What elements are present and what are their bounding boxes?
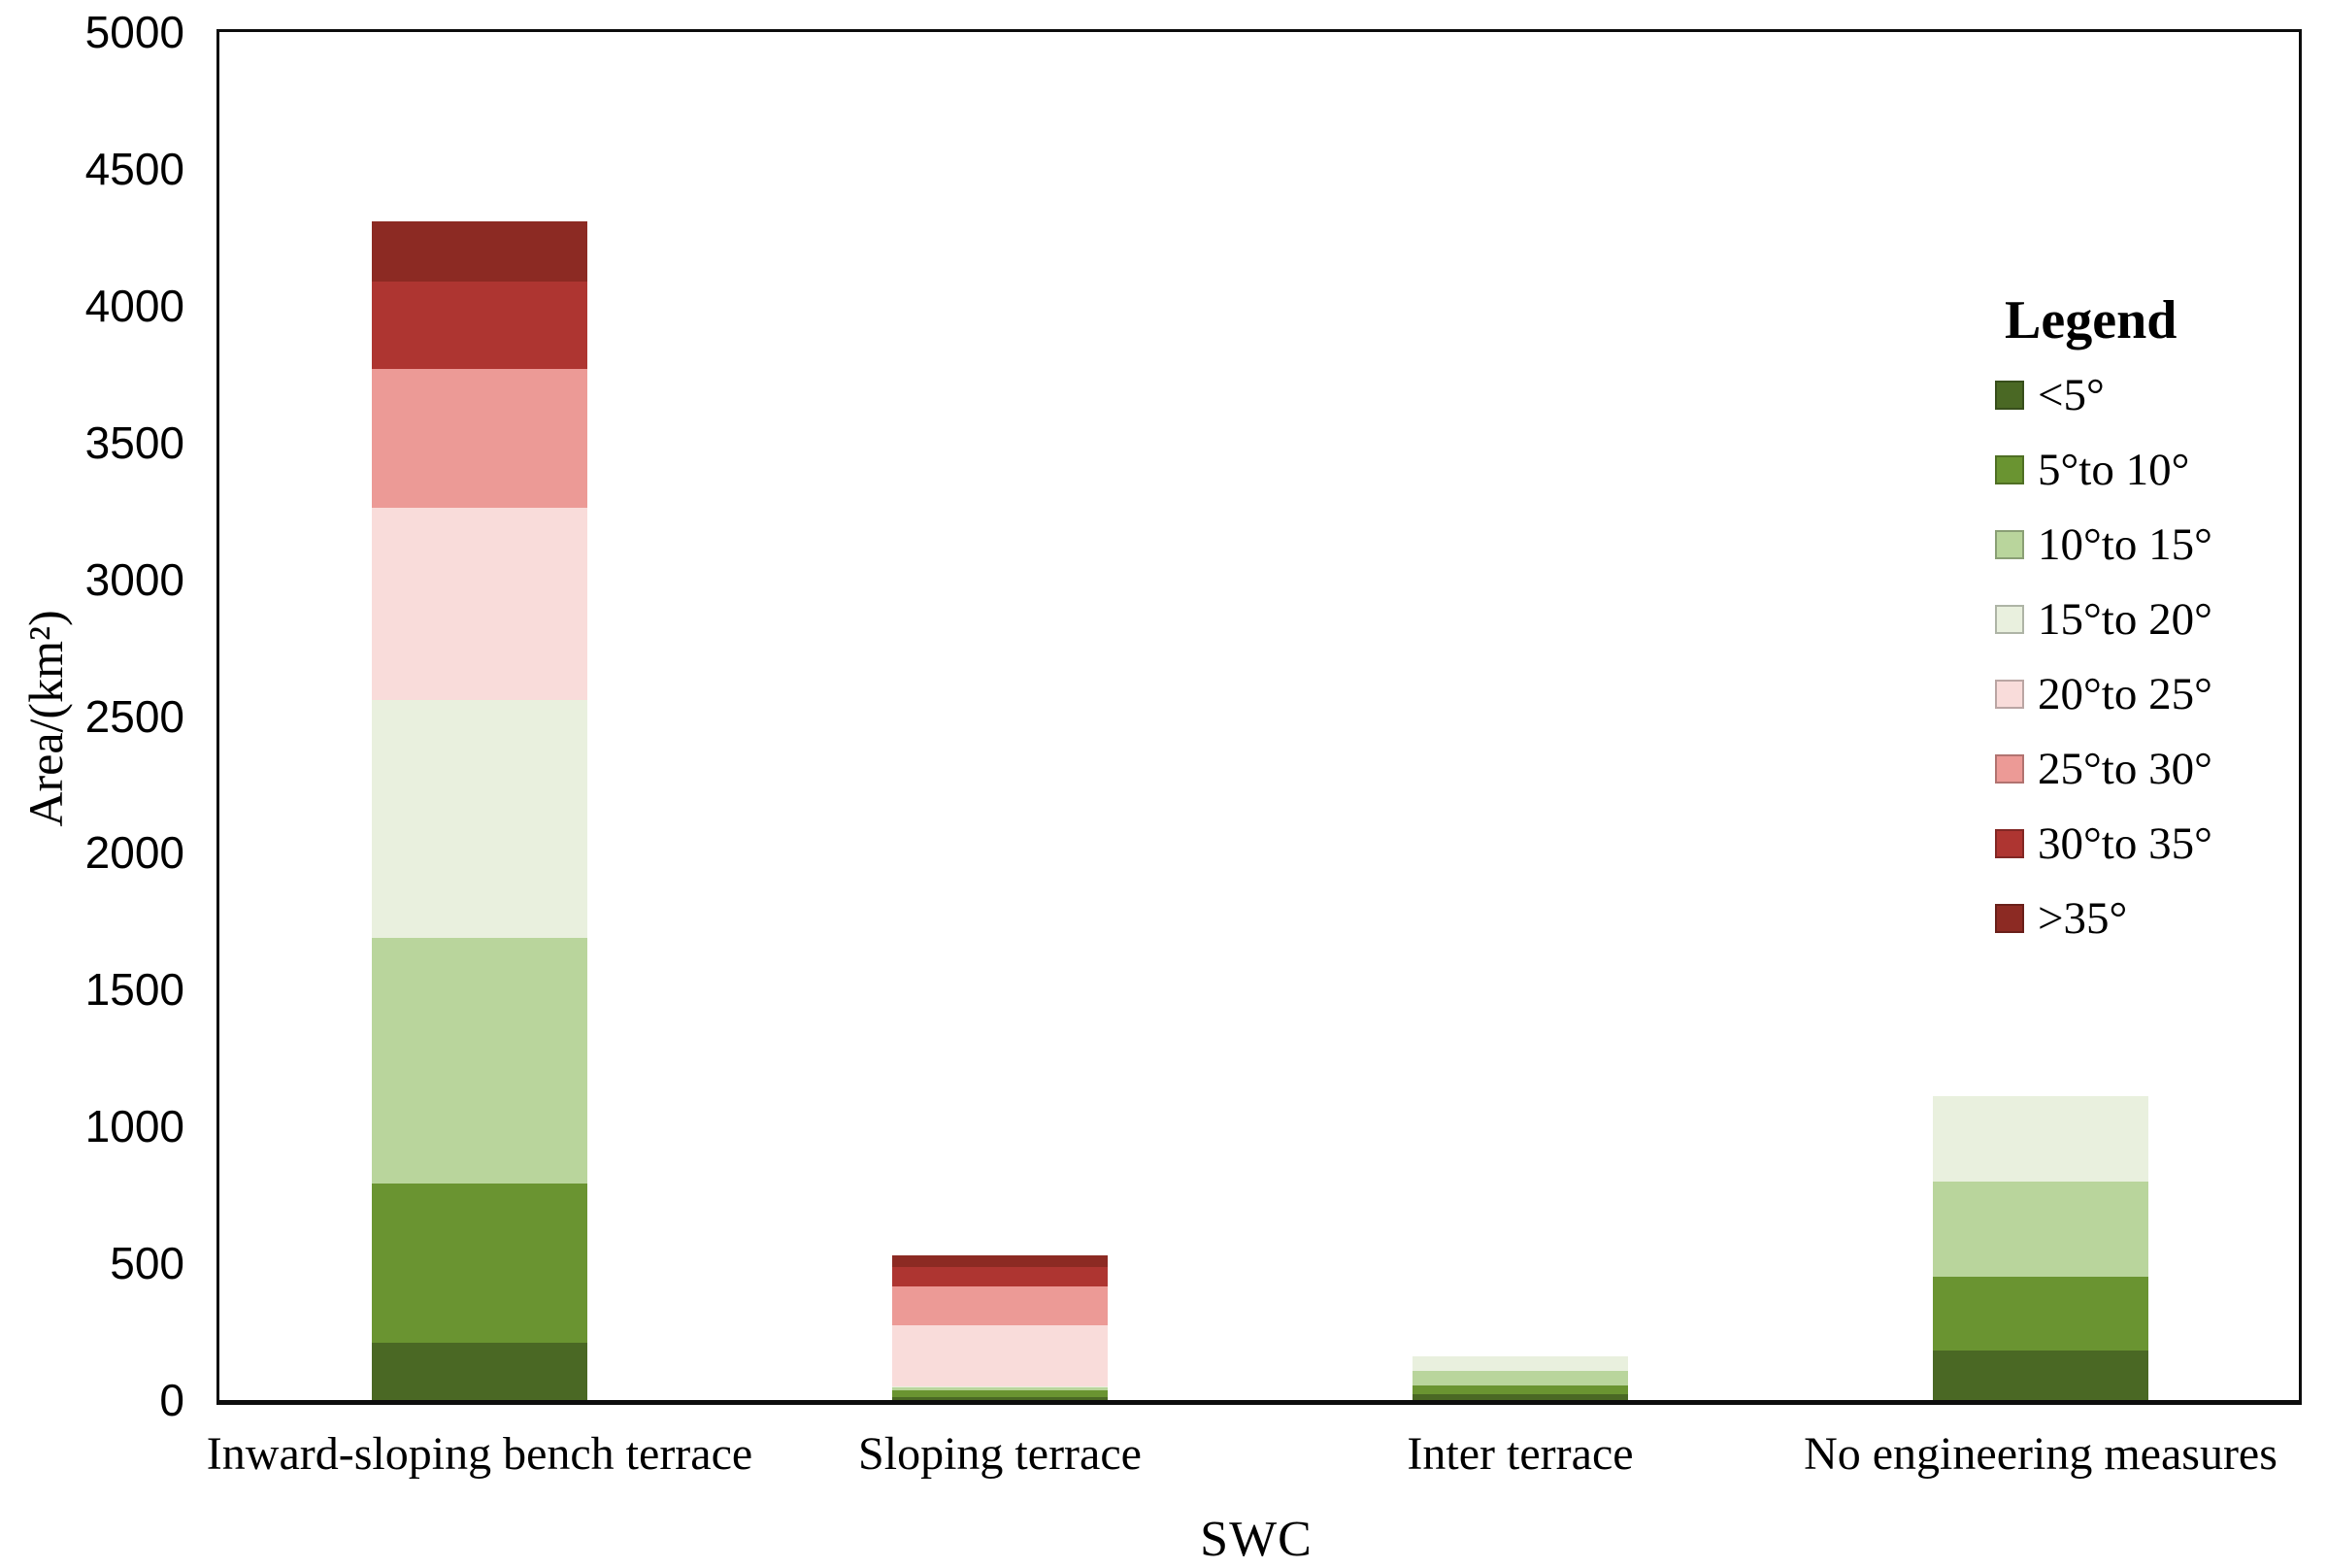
bar-segment <box>892 1389 1108 1397</box>
legend-item-label: 10°to 15° <box>2038 518 2212 570</box>
legend-item-label: 25°to 30° <box>2038 743 2212 794</box>
legend-item: 30°to 35° <box>1995 820 2306 866</box>
bar-segment <box>892 1387 1108 1390</box>
y-tick-label: 2000 <box>84 827 184 879</box>
y-tick-label: 2500 <box>84 690 184 742</box>
category-label: Inward-sloping bench terrace <box>206 1428 753 1480</box>
bar-segment <box>372 220 587 282</box>
bar-stack-no-engineering-measures <box>1933 1096 2148 1400</box>
y-tick-label: 3000 <box>84 553 184 605</box>
bar-segment <box>372 699 587 938</box>
legend-swatch-icon <box>1995 680 2024 709</box>
legend-item: 25°to 30° <box>1995 746 2306 791</box>
y-tick-label: 4000 <box>84 280 184 331</box>
legend-item-label: <5° <box>2038 369 2105 420</box>
legend-item-label: 5°to 10° <box>2038 444 2190 495</box>
legend-item: 20°to 25° <box>1995 671 2306 717</box>
legend-title: Legend <box>2005 290 2177 350</box>
bar-segment <box>892 1385 1108 1388</box>
legend-item: 10°to 15° <box>1995 521 2306 567</box>
bar-segment <box>372 1184 587 1343</box>
y-tick-label: 5000 <box>84 7 184 57</box>
legend-item-label: >35° <box>2038 892 2128 944</box>
legend-item-label: 20°to 25° <box>2038 668 2212 719</box>
legend: Legend <5° 5°to 10° 10°to 15° 15°to 20° 20°t… <box>1995 293 2306 979</box>
legend-swatch-icon <box>1995 605 2024 634</box>
legend-item: <5° <box>1995 372 2306 417</box>
legend-item: 15°to 20° <box>1995 596 2306 642</box>
y-tick-label: 1500 <box>84 964 184 1016</box>
y-tick-label: 4500 <box>84 143 184 194</box>
bar-segment <box>372 937 587 1184</box>
plot-area <box>216 29 2302 1405</box>
bar-segment <box>892 1267 1108 1287</box>
bar-segment <box>372 1342 587 1400</box>
bar-segment <box>1413 1394 1628 1400</box>
bar-segment <box>372 281 587 369</box>
bar-segment <box>1413 1385 1628 1395</box>
bar-segment <box>1413 1355 1628 1372</box>
bar-segment <box>1933 1277 2148 1351</box>
category-label: No engineering measures <box>1804 1428 2277 1480</box>
bar-segment <box>892 1396 1108 1400</box>
y-tick-label: 3500 <box>84 417 184 468</box>
bar-segment <box>1933 1351 2148 1400</box>
legend-swatch-icon <box>1995 455 2024 484</box>
legend-item: >35° <box>1995 895 2306 941</box>
bar-stack-inward-sloping-bench-terrace <box>372 220 587 1400</box>
bar-segment <box>892 1254 1108 1268</box>
legend-swatch-icon <box>1995 829 2024 858</box>
y-tick-label: 0 <box>159 1375 184 1425</box>
legend-swatch-icon <box>1995 754 2024 784</box>
legend-items: <5° 5°to 10° 10°to 15° 15°to 20° 20°to 25° 25… <box>1995 372 2306 941</box>
legend-item: 5°to 10° <box>1995 447 2306 492</box>
bar-segment <box>1933 1096 2148 1182</box>
bar-stack-inter-terrace <box>1413 1355 1628 1400</box>
bar-segment <box>892 1286 1108 1325</box>
legend-swatch-icon <box>1995 381 2024 410</box>
legend-swatch-icon <box>1995 530 2024 559</box>
category-label: Inter terrace <box>1407 1428 1634 1480</box>
legend-swatch-icon <box>1995 904 2024 933</box>
bar-segment <box>1933 1181 2148 1278</box>
bar-stack-sloping-terrace <box>892 1254 1108 1400</box>
y-tick-label: 500 <box>110 1238 184 1289</box>
legend-item-label: 15°to 20° <box>2038 593 2212 645</box>
x-axis-title: SWC <box>1200 1512 1313 1567</box>
bar-segment <box>372 368 587 509</box>
category-label: Sloping terrace <box>858 1428 1142 1480</box>
y-tick-label: 1000 <box>84 1101 184 1152</box>
bar-segment <box>372 508 587 700</box>
bar-segment <box>892 1324 1108 1386</box>
legend-item-label: 30°to 35° <box>2038 817 2212 869</box>
bar-segment <box>1413 1371 1628 1385</box>
